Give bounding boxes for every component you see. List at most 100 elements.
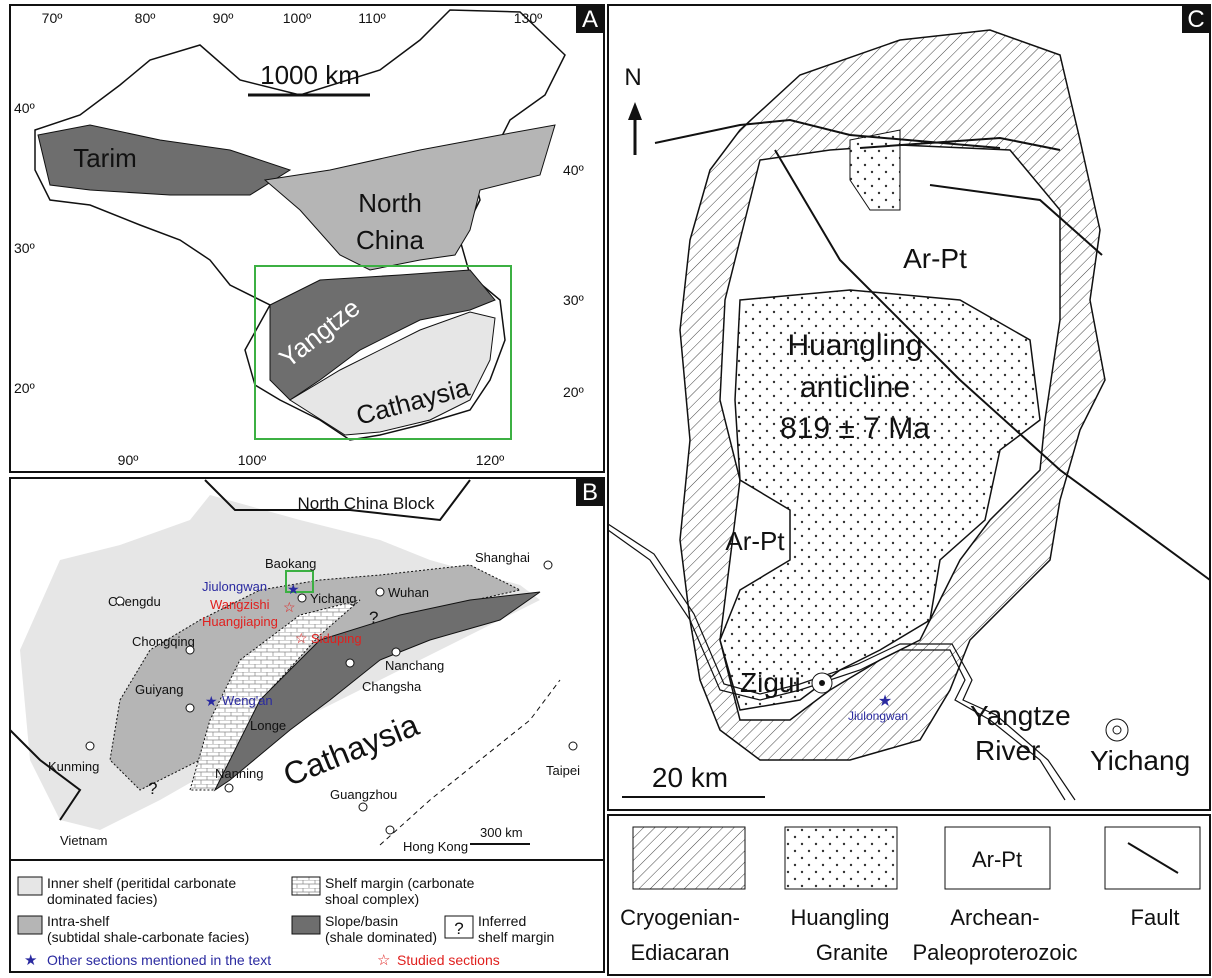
figure: A 70º 80º 90º 100º 110º 130º 40º 30º 20º… [0,0,1212,978]
legend-label: dominated facies) [47,891,158,907]
swatch [18,916,42,934]
block-label: North China Block [297,494,435,513]
star: ☆ [295,630,308,646]
section-label: Wangzishi [210,597,270,612]
legend-label: Cryogenian- [620,905,740,930]
panel-letter: B [582,479,598,506]
city [569,742,577,750]
star: ★ [878,693,892,710]
block-label: China [356,225,424,255]
scale-label: 300 km [480,825,523,840]
unknown: ? [148,779,157,798]
inferred-margin [380,680,560,845]
lat-label: 30º [14,240,35,256]
star: ★ [24,952,37,969]
panel-letter: C [1187,6,1204,33]
place: Hong Kong [403,839,468,854]
city [186,646,194,654]
swatch [18,877,42,895]
legend-label: (shale dominated) [325,929,437,945]
legend-label: shoal complex) [325,891,419,907]
legend-label: Other sections mentioned in the text [47,952,271,968]
city [346,659,354,667]
lon-label: 130º [514,10,542,26]
panel-c: N C Ar-Pt Ar-Pt Huangling anticline 819 … [608,5,1210,810]
place: Nanchang [385,658,444,673]
legend-label: Inferred [478,913,526,929]
legend-label: Inner shelf (peritidal carbonate [47,875,236,891]
legend-label: Granite [816,940,888,965]
north-arrowhead [628,102,642,120]
lon-label: 80º [135,10,156,26]
lon-label: 110º [358,10,385,26]
legend-symbol: Ar-Pt [972,847,1022,872]
lon-label: 120º [476,452,504,468]
legend-label: Fault [1131,905,1180,930]
anticline-line: anticline [800,371,910,404]
place: Guangzhou [330,787,397,802]
anticline-line: 819 ± 7 Ma [780,412,930,445]
legend-symbol: ? [454,919,463,938]
scale-label: 1000 km [260,60,360,90]
lat-label: 20º [14,380,35,396]
legend-label: shelf margin [478,929,554,945]
place: Yichang [310,591,357,606]
legend-label: Intra-shelf [47,913,109,929]
lat-label: 20º [563,384,584,400]
legend-label: (subtidal shale-carbonate facies) [47,929,249,945]
swatch [633,827,745,889]
legend-label: Ediacaran [630,940,729,965]
city-label: Yichang [1090,745,1190,776]
section-label: Jiulongwan [202,579,267,594]
anticline-line: Huangling [787,329,922,362]
panel-a: A 70º 80º 90º 100º 110º 130º 40º 30º 20º… [10,5,604,472]
city [544,561,552,569]
anticline-label: Huangling anticline 819 ± 7 Ma [780,329,930,445]
star: ★ [205,693,218,709]
scale-label: 20 km [652,762,728,793]
section-label: Huangjiaping [202,614,278,629]
lon-label: 100º [283,10,311,26]
river-label: Yangtze [970,700,1071,731]
region-label: Vietnam [60,833,107,848]
swatch [785,827,897,889]
legend-label: Huangling [790,905,889,930]
star: ☆ [377,952,390,969]
lon-label: 90º [118,452,139,468]
place: Chongqing [132,634,195,649]
place: Wuhan [388,585,429,600]
river-label: River [975,735,1040,766]
place: Shanghai [475,550,530,565]
star: ☆ [283,599,296,615]
north-label: N [624,64,641,91]
city [392,648,400,656]
city [86,742,94,750]
lat-label: 40º [563,162,584,178]
lon-label: 70º [42,10,63,26]
place: Changsha [362,679,422,694]
region-label: Longe [250,718,286,733]
city-marker [819,680,825,686]
city [225,784,233,792]
block-label: North [358,188,422,218]
swatch [292,877,320,895]
place: Guiyang [135,682,183,697]
city [376,588,384,596]
lat-label: 40º [14,100,35,116]
legend-label: Shelf margin (carbonate [325,875,475,891]
legend-label: Studied sections [397,952,500,968]
lon-label: 90º [213,10,234,26]
panel-b: B North China Block Baokang Yichang Wuha… [10,478,604,860]
lat-label: 30º [563,292,584,308]
block-label: Tarim [73,143,137,173]
legend-label: Slope/basin [325,913,398,929]
swatch [292,916,320,934]
legend-label: Archean- [950,905,1039,930]
place: Kunming [48,759,99,774]
legend-label: Paleoproterozoic [912,940,1077,965]
section-label: Weng'an [222,693,273,708]
lon-label: 100º [238,452,266,468]
unit-label: Ar-Pt [903,243,967,274]
place: Taipei [546,763,580,778]
place: Nanning [215,766,263,781]
